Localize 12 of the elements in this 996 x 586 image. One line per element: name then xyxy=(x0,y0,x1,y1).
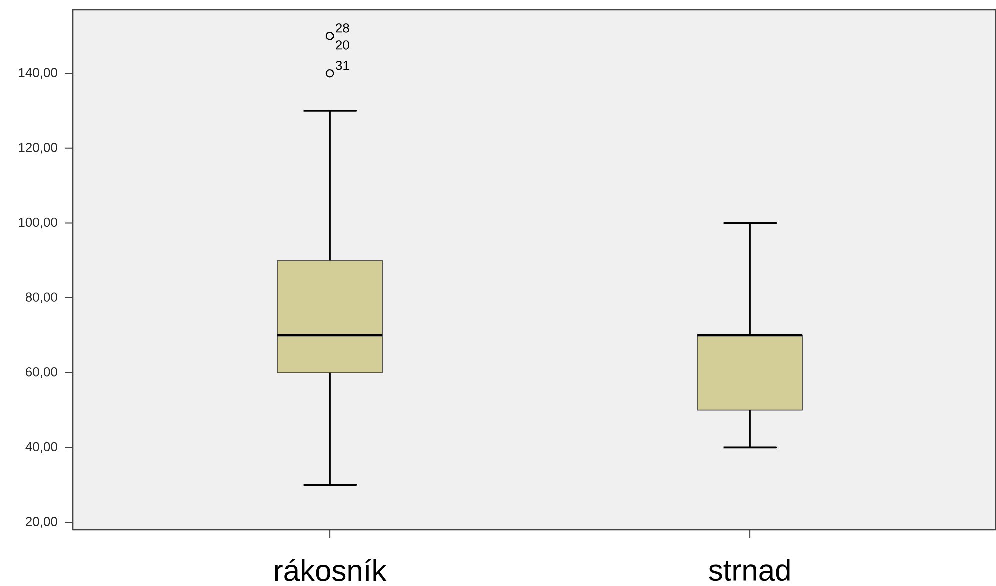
y-tick-label: 40,00 xyxy=(26,442,58,454)
y-tick-label: 20,00 xyxy=(26,517,58,528)
annotation: 28 xyxy=(336,24,350,33)
y-tick-label: 80,00 xyxy=(26,292,58,304)
y-tick-label: 100,00 xyxy=(19,218,58,229)
x-tick-label: strnad xyxy=(709,559,790,582)
y-tick-label: 140,00 xyxy=(19,68,58,79)
y-tick-label: 60,00 xyxy=(26,368,58,378)
annotation: 20 xyxy=(336,40,350,50)
annotation: 31 xyxy=(336,61,350,70)
y-tick-label: 120,00 xyxy=(19,143,58,154)
x-tick-label: rákosník xyxy=(275,559,387,582)
